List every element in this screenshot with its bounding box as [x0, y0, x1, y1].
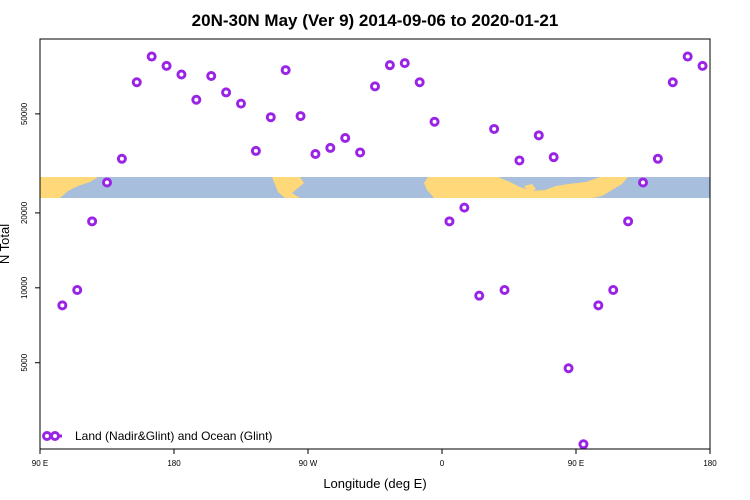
data-point [399, 58, 410, 69]
data-point [280, 65, 291, 76]
x-tick-label: 90 E [568, 459, 584, 468]
land-north-america [272, 177, 304, 198]
data-point [116, 153, 127, 164]
data-point [652, 153, 663, 164]
land-south-asia [524, 184, 536, 193]
data-point [608, 284, 619, 295]
data-point [131, 77, 142, 88]
data-point [102, 177, 112, 188]
data-point [250, 145, 261, 156]
data-point [474, 290, 485, 301]
data-point [325, 142, 336, 153]
data-point [682, 51, 693, 62]
legend-marker [42, 431, 52, 441]
y-tick-label: 50000 [20, 102, 29, 125]
world-map-strip [40, 177, 710, 198]
data-point [72, 284, 83, 295]
data-point [514, 155, 525, 166]
data-points [57, 51, 708, 450]
data-point [295, 111, 306, 122]
legend-label: Land (Nadir&Glint) and Ocean (Glint) [75, 429, 272, 443]
data-point [638, 177, 648, 188]
x-tick-label: 180 [703, 459, 717, 468]
data-point [697, 60, 708, 71]
x-axis: 90 E 180 90 W 0 90 E 180 [32, 449, 717, 468]
data-point [176, 69, 187, 80]
data-point [414, 77, 425, 88]
data-point [87, 216, 98, 227]
plot-frame [39, 38, 711, 450]
legend: Land (Nadir&Glint) and Ocean (Glint) [42, 429, 272, 443]
y-axis-title: N Total [0, 224, 12, 264]
data-point [578, 439, 589, 450]
data-point [444, 216, 455, 227]
y-tick-label: 20000 [20, 201, 29, 224]
data-point [57, 300, 68, 311]
y-tick-label: 5000 [20, 353, 29, 371]
data-point [384, 60, 395, 71]
x-axis-title: Longitude (deg E) [323, 476, 426, 491]
data-point [370, 81, 380, 92]
data-point [161, 60, 172, 71]
data-point [429, 116, 440, 127]
x-tick-label: 180 [167, 459, 181, 468]
data-point [623, 216, 634, 227]
data-point [221, 87, 232, 98]
data-point [548, 152, 559, 163]
legend-marker [50, 431, 60, 441]
chart-title: 20N-30N May (Ver 9) 2014-09-06 to 2020-0… [192, 11, 559, 30]
data-point [667, 77, 678, 88]
y-axis: 5000 10000 20000 50000 [20, 102, 40, 372]
x-tick-label: 0 [440, 459, 445, 468]
x-tick-label: 90 E [32, 459, 48, 468]
data-point [593, 300, 604, 311]
data-point [310, 148, 321, 159]
data-point [459, 202, 470, 213]
data-point [206, 71, 217, 82]
data-point [191, 94, 202, 105]
y-tick-label: 10000 [20, 276, 29, 299]
x-tick-label: 90 W [299, 459, 318, 468]
data-point [340, 133, 351, 144]
data-point [533, 130, 544, 141]
land-saharan-arabia [424, 177, 628, 198]
land-africa-asia [40, 177, 98, 198]
data-point [236, 98, 246, 109]
data-point [499, 284, 510, 295]
data-point [355, 147, 366, 158]
data-point [265, 112, 276, 123]
data-point [146, 51, 157, 62]
data-point [489, 123, 500, 134]
data-point [563, 363, 574, 374]
